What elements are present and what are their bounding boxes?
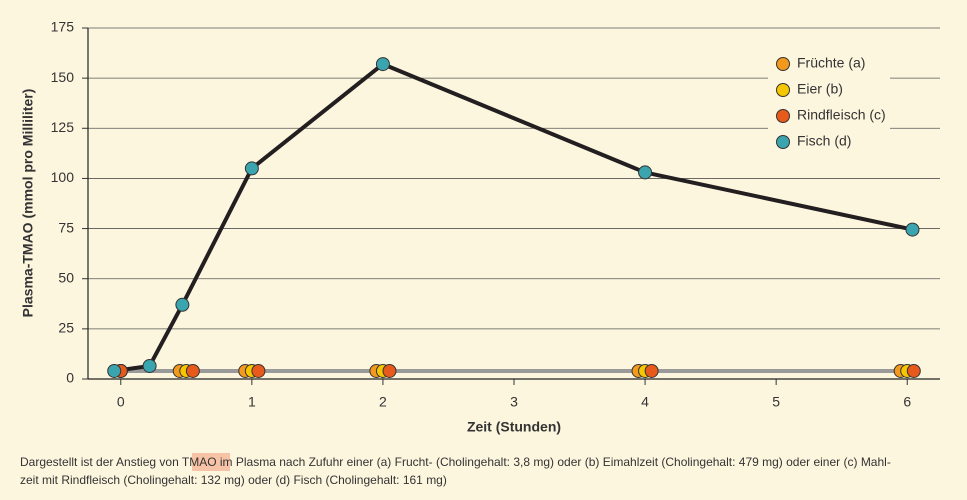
legend-marker: [776, 57, 790, 71]
point: [244, 161, 259, 176]
point: [107, 363, 122, 378]
y-tick-label: 100: [51, 169, 75, 185]
point: [644, 363, 659, 378]
x-tick-label: 1: [248, 394, 256, 410]
x-tick-label: 2: [379, 394, 387, 410]
y-tick-label: 125: [51, 119, 75, 135]
point: [375, 57, 390, 72]
plot: 0 25 50 75 100 125 150 175 0 1 2 3 4 5 6 Früchte (a) Eie…: [51, 19, 940, 410]
x-tick-label: 6: [903, 394, 911, 410]
y-axis-label: Plasma-TMAO (mmol pro Milliliter): [20, 89, 36, 318]
y-tick-label: 50: [58, 269, 74, 285]
caption-highlight: TMAO: [182, 455, 217, 469]
y-tick-label: 175: [51, 19, 75, 35]
legend-label: Fisch (d): [797, 133, 851, 149]
caption: Dargestellt ist der Anstieg von TMAO im …: [20, 455, 891, 469]
legend-marker: [776, 83, 790, 97]
y-tick-label: 25: [58, 320, 74, 336]
legend-label: Früchte (a): [797, 55, 865, 71]
x-tick-label: 3: [510, 394, 518, 410]
legend-marker: [776, 135, 790, 149]
point: [382, 363, 397, 378]
point: [142, 358, 157, 373]
legend-label: Eier (b): [797, 81, 843, 97]
x-tick-label: 0: [117, 394, 125, 410]
point: [905, 222, 920, 237]
point: [251, 363, 266, 378]
caption: zeit mit Rindfleisch (Cholingehalt: 132 …: [20, 473, 447, 487]
x-tick-label: 5: [772, 394, 780, 410]
caption-highlight-bg: [192, 453, 230, 471]
y-tick-label: 150: [51, 69, 75, 85]
point: [175, 297, 190, 312]
y-tick-label: 75: [58, 219, 74, 235]
legend: Früchte (a) Eier (b) Rindfleisch (c) Fisch …: [768, 50, 890, 156]
x-axis-label: Zeit (Stunden): [467, 419, 561, 435]
caption-part: Dargestellt ist der Anstieg von: [20, 455, 182, 469]
x-tick-label: 4: [641, 394, 649, 410]
legend-label: Rindfleisch (c): [797, 107, 886, 123]
point: [185, 363, 200, 378]
y-tick-label: 0: [66, 370, 74, 386]
point: [906, 363, 921, 378]
point: [638, 165, 653, 180]
caption-part: im Plasma nach Zufuhr einer (a) Frucht- …: [217, 455, 891, 469]
legend-marker: [776, 109, 790, 123]
